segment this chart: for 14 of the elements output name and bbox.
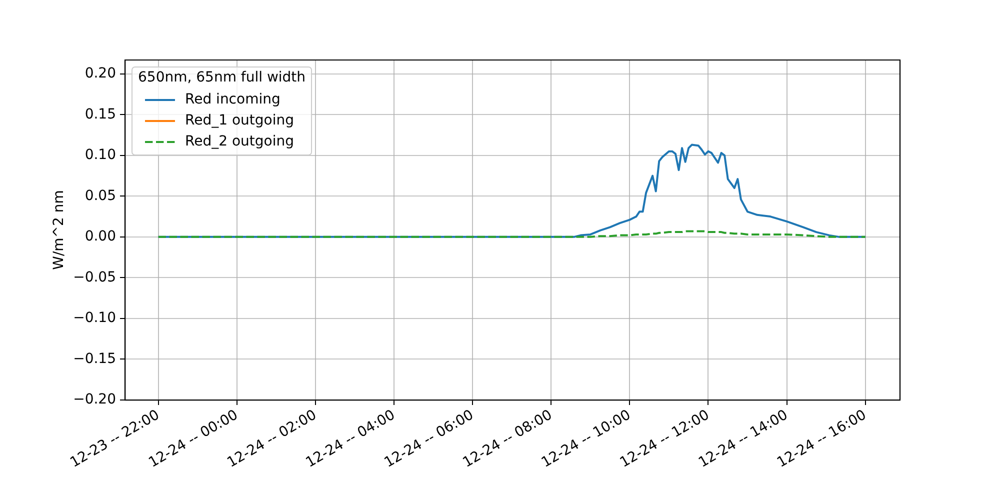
y-tick-label: 0.05 xyxy=(84,188,116,204)
legend-title: 650nm, 65nm full width xyxy=(138,70,306,86)
legend-label: Red_2 outgoing xyxy=(185,134,294,150)
y-tick-label: 0.00 xyxy=(84,228,116,245)
y-tick-label: −0.10 xyxy=(73,310,116,326)
y-tick-label: −0.05 xyxy=(73,269,116,286)
legend-label: Red_1 outgoing xyxy=(185,112,294,129)
legend-label: Red incoming xyxy=(185,92,280,108)
y-tick-label: 0.10 xyxy=(84,147,116,164)
y-tick-label: −0.15 xyxy=(73,350,116,367)
y-axis-title: W/m^2 nm xyxy=(51,190,68,270)
y-tick-label: −0.20 xyxy=(73,392,116,408)
y-tick-label: 0.20 xyxy=(84,66,116,82)
y-tick-label: 0.15 xyxy=(84,106,116,122)
